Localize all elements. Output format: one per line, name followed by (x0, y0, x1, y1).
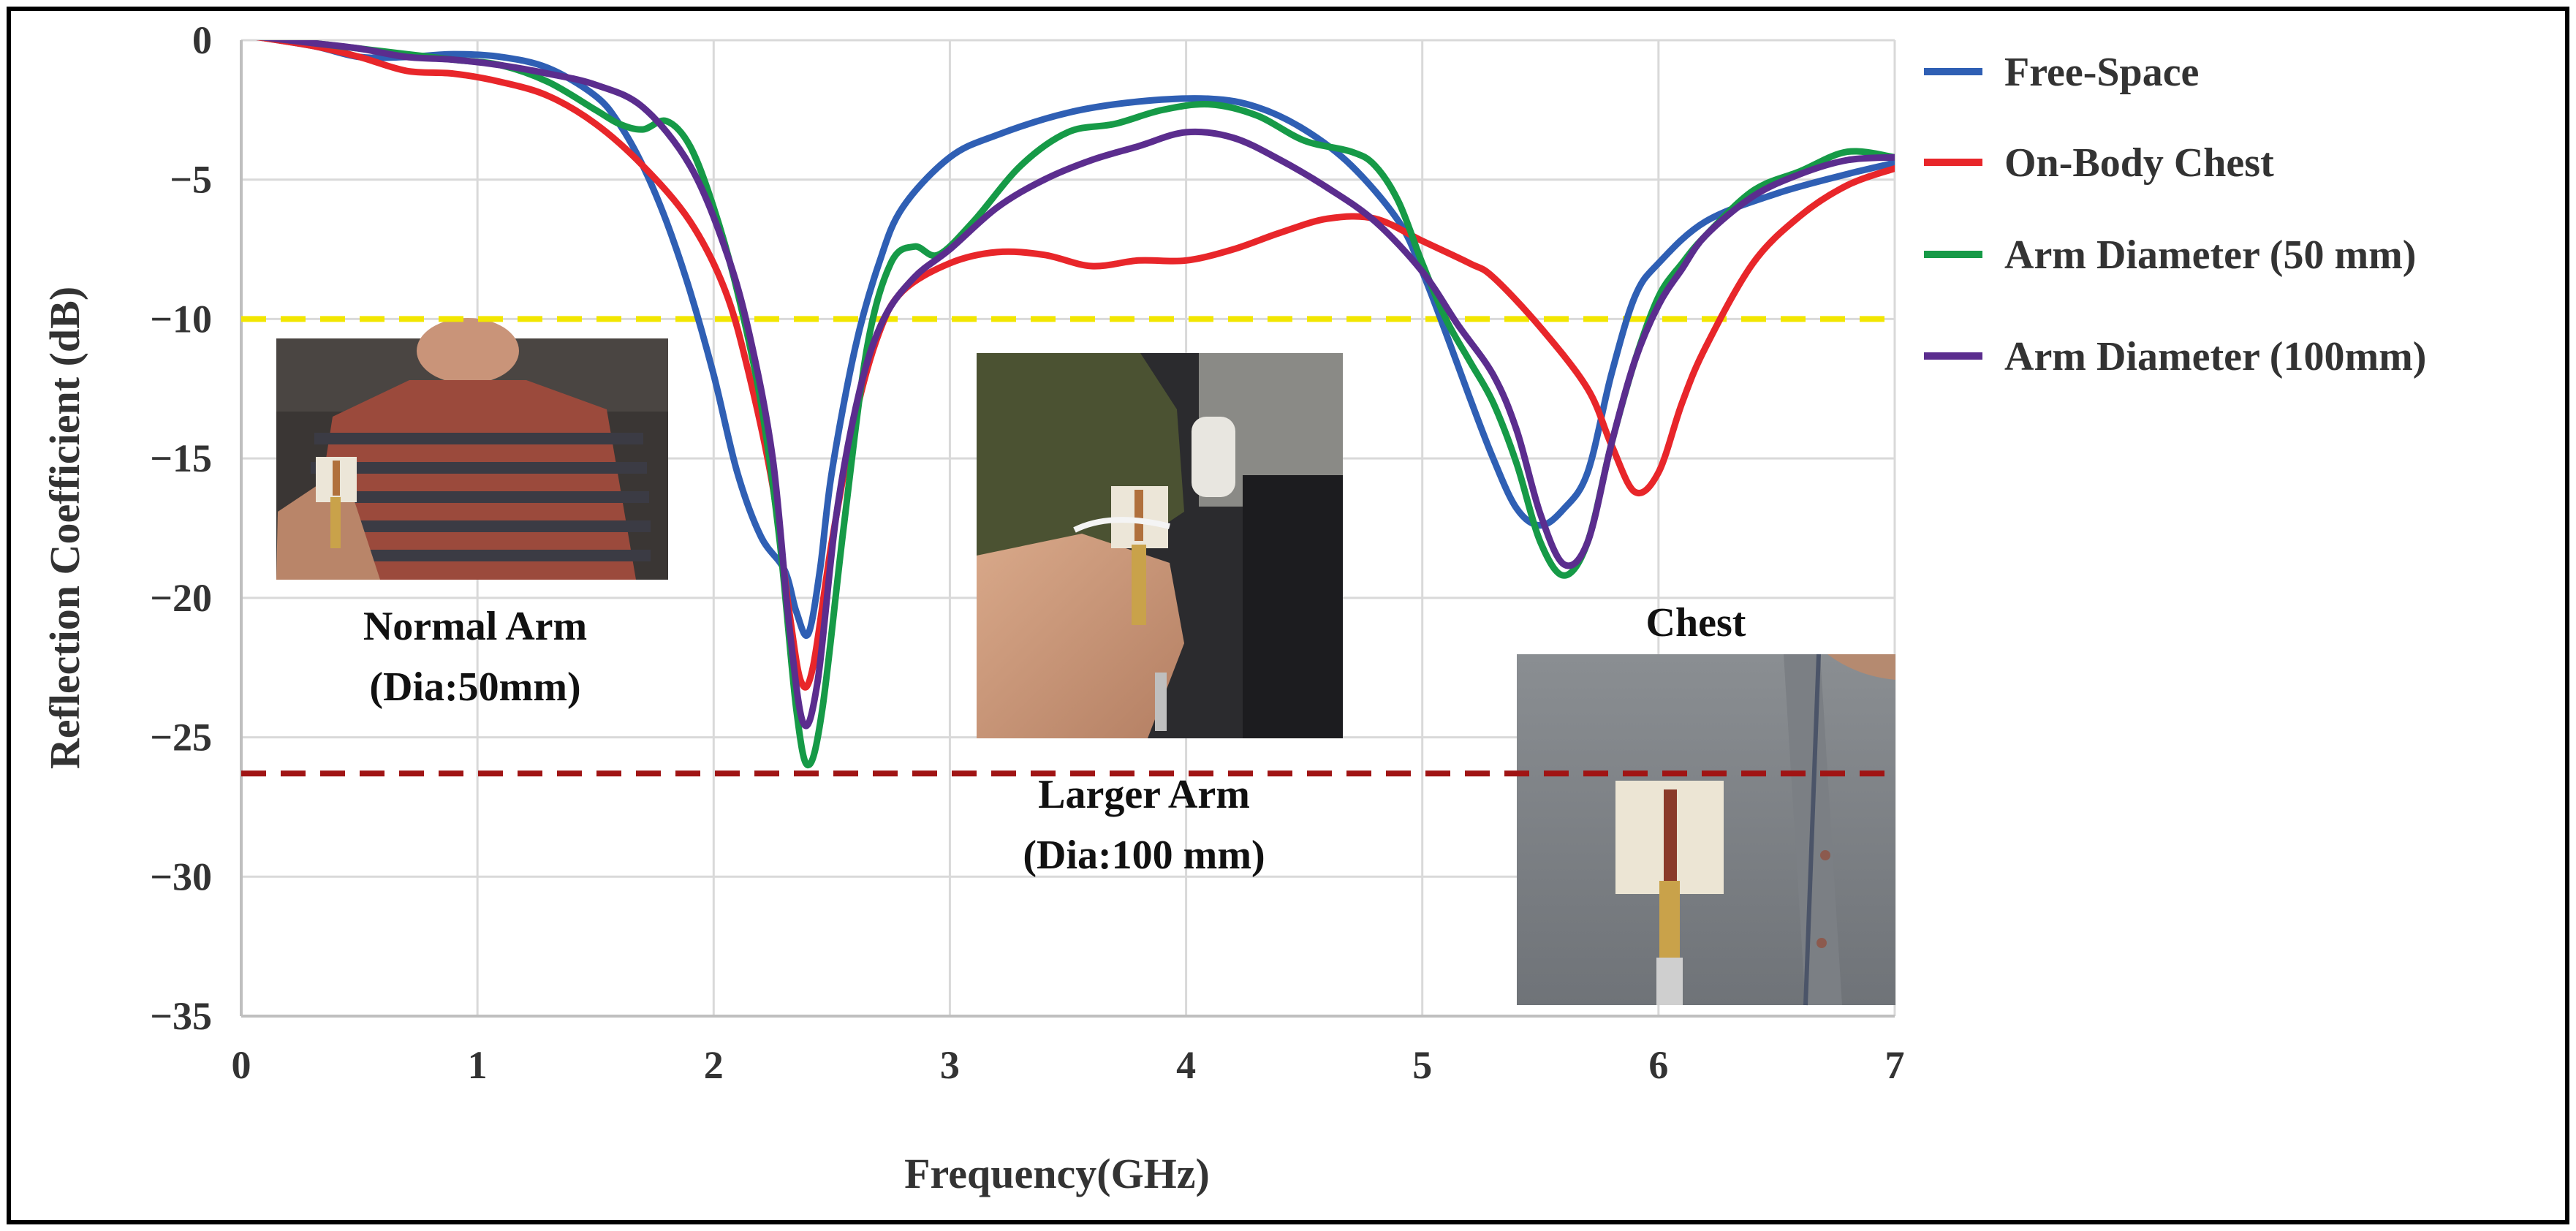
y-tick-label: −20 (150, 576, 212, 620)
series-layer (256, 40, 1895, 769)
legend-label-1: Free-Space (2004, 50, 2199, 95)
inset-normal-arm-photo (276, 318, 668, 580)
x-tick-label: 0 (232, 1043, 251, 1087)
x-tick-label: 5 (1412, 1043, 1432, 1087)
inset-caption-normal-arm: (Dia:50mm) (369, 664, 580, 710)
y-tick-label: −5 (170, 158, 212, 202)
legend-label-2: On-Body Chest (2004, 140, 2274, 186)
y-tick-label: −30 (150, 855, 212, 898)
x-axis-title: Frequency(GHz) (904, 1150, 1210, 1197)
legend-label-4: Arm Diameter (100mm) (2004, 334, 2426, 379)
x-tick-label: 7 (1885, 1043, 1905, 1087)
y-tick-label: −25 (150, 716, 212, 760)
x-tick-label: 3 (940, 1043, 960, 1087)
x-tick-label: 6 (1648, 1043, 1668, 1087)
x-tick-label: 4 (1176, 1043, 1196, 1087)
inset-caption-normal-arm: Normal Arm (363, 604, 587, 649)
x-tick-label: 2 (704, 1043, 724, 1087)
axes: 0 1 2 3 4 5 6 7 0 −5 −10 −15 −20 −25 −30 −35 (150, 18, 1904, 1087)
inset-captions: Normal Arm (Dia:50mm) Larger Arm (Dia:100 m… (363, 600, 1746, 878)
y-tick-label: −10 (150, 297, 212, 341)
series-line-2 (256, 40, 1895, 691)
legend: Free-Space On-Body Chest Arm Diameter (50 … (1924, 50, 2426, 379)
y-tick-label: −15 (150, 436, 212, 480)
x-tick-label: 1 (468, 1043, 488, 1087)
inset-larger-arm-photo (977, 353, 1343, 738)
inset-chest-photo (1517, 654, 1895, 1006)
legend-label-3: Arm Diameter (50 mm) (2004, 232, 2416, 278)
inset-caption-larger-arm: Larger Arm (1038, 772, 1250, 817)
inset-caption-chest: Chest (1646, 600, 1746, 645)
inset-caption-larger-arm: (Dia:100 mm) (1023, 833, 1265, 878)
y-axis-title: Reflection Coefficient (dB) (41, 287, 88, 769)
y-tick-label: 0 (192, 18, 212, 62)
series-line-4 (260, 40, 1895, 730)
y-tick-label: −35 (150, 994, 212, 1038)
